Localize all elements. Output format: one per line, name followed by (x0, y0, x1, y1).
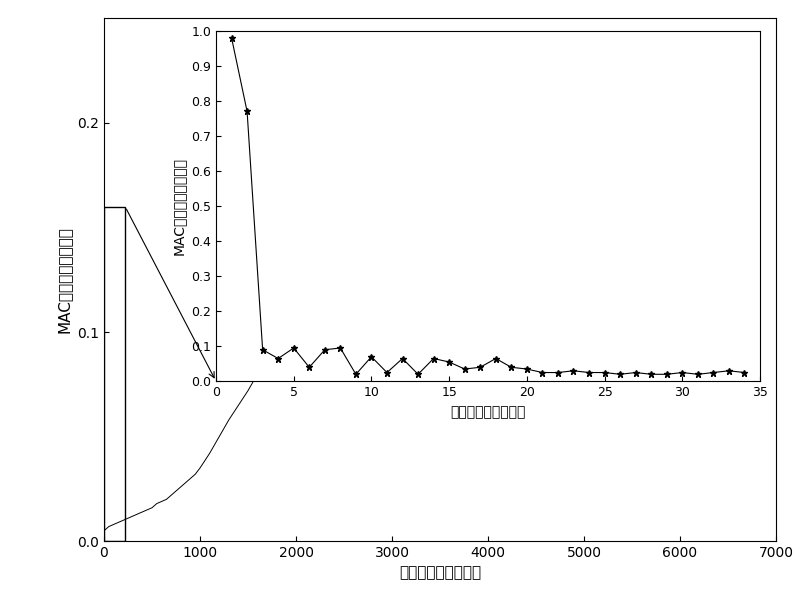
X-axis label: 立柱减少的自由度数: 立柱减少的自由度数 (450, 405, 526, 419)
Y-axis label: MAC非对角元的最大値: MAC非对角元的最大値 (171, 157, 186, 255)
Bar (104, 207, 125, 541)
X-axis label: 立柱减少的自由度数: 立柱减少的自由度数 (399, 566, 481, 581)
Y-axis label: MAC非对角元的最大値: MAC非对角元的最大値 (57, 226, 71, 333)
